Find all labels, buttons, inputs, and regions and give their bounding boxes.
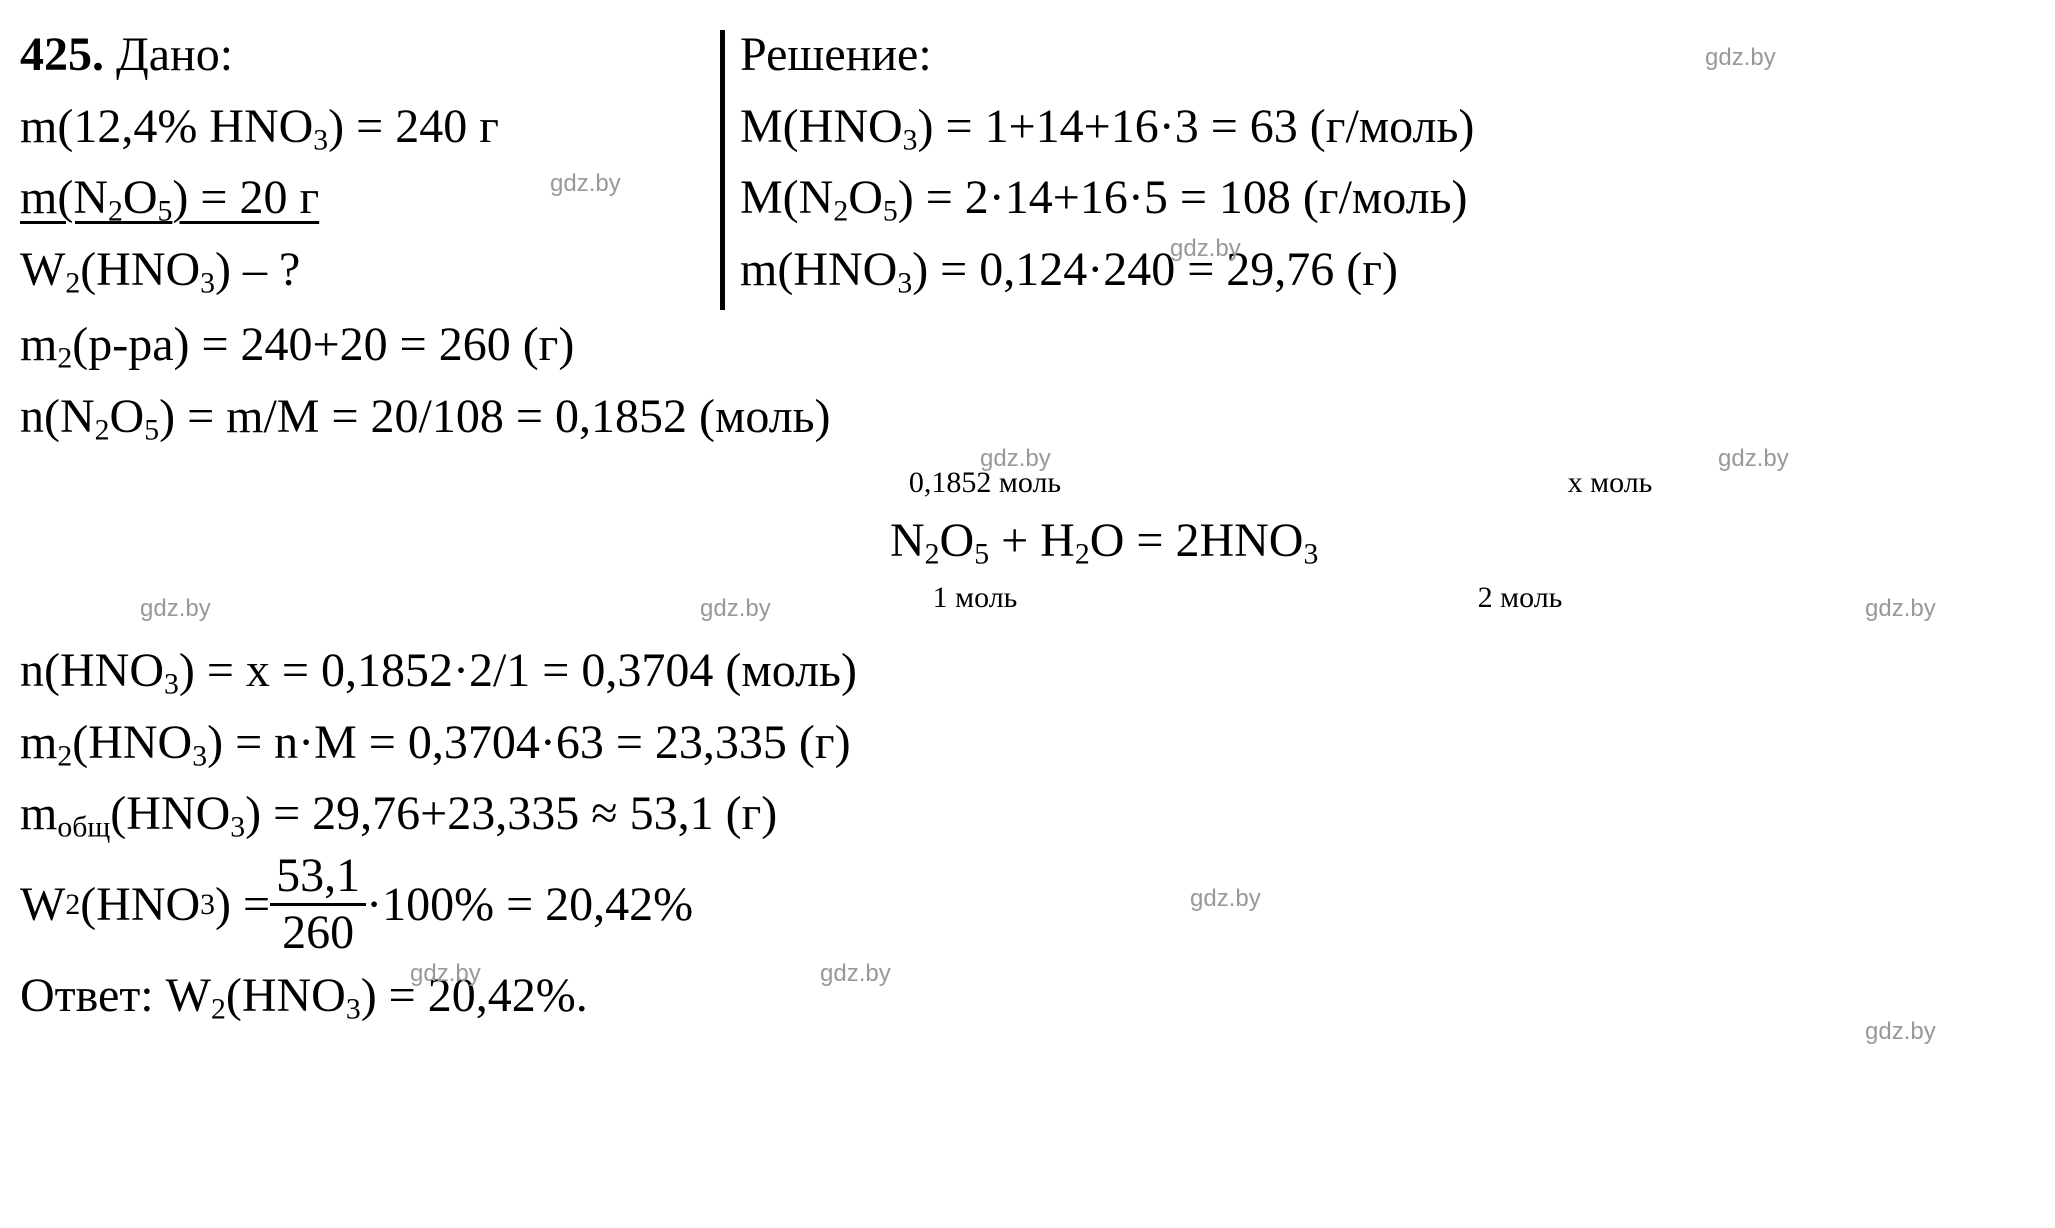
- ans-mid: (HNO: [226, 969, 346, 1022]
- w2-sub2: 3: [200, 890, 215, 920]
- eq-lhs-sub3: 2: [1075, 538, 1090, 571]
- mm-n2o5-rhs: ) = 2·14+16·5 = 108 (г/моль): [898, 171, 1468, 224]
- w2-eq: ) =: [215, 870, 270, 940]
- given-ask: W2(HNO3) – ?: [20, 235, 720, 305]
- ans-sub1: 2: [211, 992, 226, 1025]
- mass-solution-total: m2(р-ра) = 240+20 = 260 (г): [20, 310, 2035, 380]
- solution-label: Решение:: [740, 28, 932, 81]
- answer-label: Ответ:: [20, 969, 154, 1022]
- mm-n2o5-mid: O: [848, 171, 883, 224]
- molar-mass-hno3: M(HNO3) = 1+14+16·3 = 63 (г/моль): [740, 92, 2035, 162]
- ask-pre: W: [20, 243, 65, 296]
- eq-top-right: х моль: [1530, 461, 1690, 505]
- ask-mid: (HNO: [80, 243, 200, 296]
- given-mass-hno3-sub: 3: [313, 123, 328, 156]
- mass2-hno3: m2(HNO3) = n·M = 0,3704·63 = 23,335 (г): [20, 708, 2035, 778]
- nn2o5-sub2: 5: [144, 413, 159, 446]
- given-n2o5-sub1: 2: [108, 195, 123, 228]
- eq-bot-left: 1 моль: [905, 576, 1045, 620]
- eq-lhs-pre: N: [890, 514, 925, 567]
- nn2o5-sub1: 2: [95, 413, 110, 446]
- molar-mass-n2o5: M(N2O5) = 2·14+16·5 = 108 (г/моль): [740, 163, 2035, 233]
- mm-n2o5-sub1: 2: [833, 195, 848, 228]
- ans-pre: W: [154, 969, 211, 1022]
- given-mass-hno3: m(12,4% HNO3) = 240 г: [20, 92, 720, 162]
- mass-hno3-sub: 3: [897, 266, 912, 299]
- given-n2o5-mid: O: [123, 171, 158, 224]
- w2-frac-num: 53,1: [270, 851, 366, 906]
- m2h-sub2: 3: [192, 739, 207, 772]
- eq-bot-right: 2 моль: [1450, 576, 1590, 620]
- given-mass-hno3-pre: m(12,4% HNO: [20, 100, 313, 153]
- ans-rhs: ) = 20,42%.: [361, 969, 588, 1022]
- m2h-pre: m: [20, 716, 57, 769]
- nn2o5-pre: n(N: [20, 390, 95, 443]
- given-mass-hno3-suf: ) = 240 г: [328, 100, 499, 153]
- w2-frac-den: 260: [270, 906, 366, 958]
- mtot-mid: (HNO: [110, 787, 230, 840]
- reaction-equation: 0,1852 моль х моль N2O5 + H2O = 2HNO3 1 …: [20, 461, 2035, 681]
- mass-hno3-pre: m(HNO: [740, 243, 897, 296]
- mm-hno3-sub: 3: [903, 123, 918, 156]
- mtot-sub1: общ: [57, 811, 110, 844]
- mm-n2o5-sub2: 5: [883, 195, 898, 228]
- given-n2o5-sub2: 5: [158, 195, 173, 228]
- ans-sub2: 3: [346, 992, 361, 1025]
- mm-n2o5-pre: M(N: [740, 171, 833, 224]
- mtot-pre: m: [20, 787, 57, 840]
- problem-number: 425.: [20, 28, 104, 81]
- w2-pre: W: [20, 870, 65, 940]
- given-mass-n2o5: m(N2O5) = 20 г: [20, 163, 720, 233]
- mm-hno3-rhs: ) = 1+14+16·3 = 63 (г/моль): [918, 100, 1475, 153]
- ask-sub1: 2: [65, 266, 80, 299]
- moles-n2o5: n(N2O5) = m/M = 20/108 = 0,1852 (моль): [20, 382, 2035, 452]
- given-label: Дано:: [116, 28, 233, 81]
- msol-pre: m: [20, 318, 57, 371]
- ask-sub2: 3: [200, 266, 215, 299]
- eq-lhs-mid: O: [940, 514, 975, 567]
- given-line-1: 425. Дано:: [20, 20, 720, 90]
- mass-hno3-calc: m(HNO3) = 0,124·240 = 29,76 (г): [740, 235, 2035, 305]
- m2h-mid: (HNO: [72, 716, 192, 769]
- eq-lhs-o: O = 2HNO: [1090, 514, 1304, 567]
- given-solution-divider: [720, 30, 725, 310]
- w2-fraction: 53,1 260: [270, 851, 366, 959]
- eq-lhs-sub1: 2: [925, 538, 940, 571]
- eq-lhs-aft: + H: [989, 514, 1075, 567]
- given-n2o5-suf: ) = 20 г: [172, 171, 319, 224]
- eq-lhs-sub4: 3: [1303, 538, 1318, 571]
- solution-block-top: Решение: M(HNO3) = 1+14+16·3 = 63 (г/мол…: [740, 20, 2035, 306]
- msol-rhs: (р-ра) = 240+20 = 260 (г): [72, 318, 574, 371]
- w2-sub1: 2: [65, 890, 80, 920]
- m2h-rhs: ) = n·M = 0,3704·63 = 23,335 (г): [207, 716, 851, 769]
- mm-hno3-pre: M(HNO: [740, 100, 903, 153]
- solution-block-full: m2(р-ра) = 240+20 = 260 (г) n(N2O5) = m/…: [20, 310, 2035, 1032]
- eq-top-left: 0,1852 моль: [885, 461, 1085, 505]
- eq-lhs-sub2: 5: [974, 538, 989, 571]
- mass-total-hno3: mобщ(HNO3) = 29,76+23,335 ≈ 53,1 (г): [20, 779, 2035, 849]
- given-block: 425. Дано: m(12,4% HNO3) = 240 г m(N2O5)…: [20, 20, 720, 306]
- msol-sub: 2: [57, 341, 72, 374]
- mtot-rhs: ) = 29,76+23,335 ≈ 53,1 (г): [245, 787, 777, 840]
- eq-main: N2O5 + H2O = 2HNO3: [890, 506, 1318, 576]
- answer-line: Ответ: W2(HNO3) = 20,42%.: [20, 961, 2035, 1031]
- m2h-sub1: 2: [57, 739, 72, 772]
- given-n2o5-pre: m(N: [20, 171, 108, 224]
- mass-hno3-rhs: ) = 0,124·240 = 29,76 (г): [912, 243, 1398, 296]
- mass-fraction-w2: W2(HNO3) = 53,1 260 ·100% = 20,42%: [20, 851, 2035, 959]
- ask-suf: ) – ?: [215, 243, 300, 296]
- solution-label-line: Решение:: [740, 20, 2035, 90]
- w2-after: ·100% = 20,42%: [366, 870, 693, 940]
- nn2o5-rhs: ) = m/M = 20/108 = 0,1852 (моль): [159, 390, 830, 443]
- nn2o5-mid: O: [110, 390, 145, 443]
- mtot-sub2: 3: [230, 811, 245, 844]
- w2-mid: (HNO: [80, 870, 200, 940]
